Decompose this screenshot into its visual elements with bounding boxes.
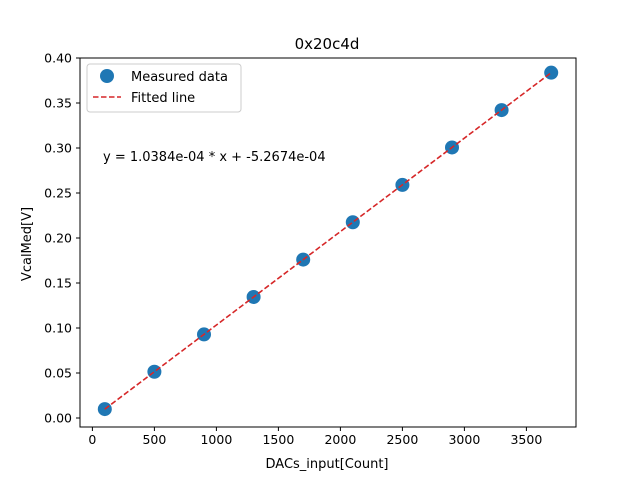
x-tick-label: 2500 (386, 432, 418, 447)
y-tick-label: 0.20 (44, 231, 72, 246)
legend-label-fitted: Fitted line (131, 91, 195, 106)
legend-marker-measured (100, 69, 114, 83)
x-tick-label: 3500 (510, 432, 542, 447)
y-tick-label: 0.05 (44, 366, 72, 381)
y-axis: 0.00 0.05 0.10 0.15 0.20 0.25 0.30 0.35 0.40 (44, 51, 80, 426)
y-tick-label: 0.30 (44, 141, 72, 156)
legend-label-measured: Measured data (131, 70, 228, 85)
y-tick-label: 0.15 (44, 276, 72, 291)
y-tick-label: 0.25 (44, 186, 72, 201)
x-tick-label: 0 (88, 432, 96, 447)
x-axis: 0 500 1000 1500 2000 2500 3000 3500 (88, 427, 542, 447)
data-point (544, 65, 559, 80)
x-tick-label: 1500 (262, 432, 294, 447)
y-tick-label: 0.40 (44, 51, 72, 66)
data-point (147, 364, 162, 379)
x-tick-label: 500 (142, 432, 166, 447)
legend: Measured data Fitted line (86, 63, 242, 113)
chart-title: 0x20c4d (295, 35, 360, 53)
fitted-line (104, 72, 552, 410)
y-tick-label: 0.35 (44, 96, 72, 111)
fit-equation: y = 1.0384e-04 * x + -5.2674e-04 (103, 150, 326, 165)
x-axis-label: DACs_input[Count] (266, 457, 389, 472)
y-tick-label: 0.00 (44, 411, 72, 426)
x-tick-label: 2000 (324, 432, 356, 447)
data-point (345, 215, 360, 230)
y-tick-label: 0.10 (44, 321, 72, 336)
series-layer (97, 65, 559, 417)
x-tick-label: 1000 (200, 432, 232, 447)
y-axis-label: VcalMed[V] (20, 207, 35, 281)
plot-frame (79, 57, 577, 428)
x-tick-label: 3000 (448, 432, 480, 447)
legend-box (86, 63, 242, 113)
